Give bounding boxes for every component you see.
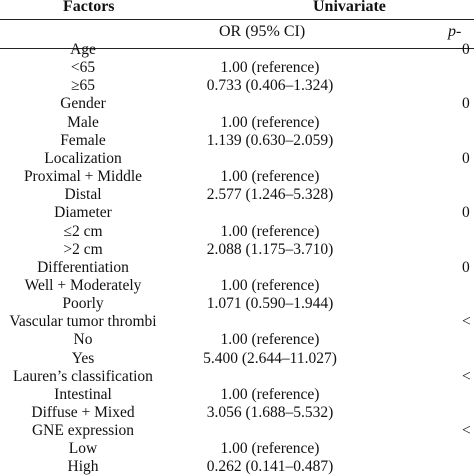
p-value-subheader: p- (448, 23, 462, 40)
table-row: >2 cm 2.088 (1.175–3.710) (0, 241, 474, 259)
p-value-cell: 0 (462, 258, 470, 276)
table-row: Yes 5.400 (2.644–11.027) (0, 350, 474, 368)
p-value-cell: 0 (462, 149, 470, 167)
table-row: Lauren’s classification < (0, 368, 474, 386)
factor-cell: Distal (64, 186, 102, 204)
table-row: Diameter 0 (0, 204, 474, 222)
or-cell: 1.00 (reference) (220, 59, 320, 77)
or-cell: 5.400 (2.644–11.027) (203, 349, 337, 367)
or-cell: 2.088 (1.175–3.710) (206, 240, 334, 258)
or-cell: 1.139 (0.630–2.059) (206, 131, 334, 149)
table-row: Proximal + Middle 1.00 (reference) (0, 168, 474, 186)
or-cell: 2.577 (1.246–5.328) (206, 186, 334, 204)
factor-cell: No (73, 331, 93, 349)
p-value-cell: 0 (462, 41, 470, 58)
table-row: Intestinal 1.00 (reference) (0, 386, 474, 404)
table-row: <65 1.00 (reference) (0, 59, 474, 77)
table-row: Female 1.139 (0.630–2.059) (0, 132, 474, 150)
factor-cell: Poorly (62, 295, 104, 313)
table-row: Well + Moderately 1.00 (reference) (0, 277, 474, 295)
header-rule (0, 19, 474, 20)
table-row: Male 1.00 (reference) (0, 114, 474, 132)
univariate-column-header: Univariate (313, 0, 386, 15)
table-row: Vascular tumor thrombi < (0, 313, 474, 331)
factor-cell: ≤2 cm (63, 222, 103, 240)
factor-cell: High (67, 458, 99, 476)
or-cell: 1.00 (reference) (220, 331, 320, 349)
factor-cell: Yes (71, 349, 95, 367)
table-row: Gender 0 (0, 95, 474, 113)
subheader-rule (0, 48, 474, 49)
factor-cell: Age (70, 41, 96, 58)
or-cell: 1.00 (reference) (220, 276, 320, 294)
table-row: GNE expression < (0, 422, 474, 440)
table-row: ≤2 cm 1.00 (reference) (0, 223, 474, 241)
table-row: Low 1.00 (reference) (0, 440, 474, 458)
p-value-cell: < (462, 422, 471, 440)
factor-cell: Intestinal (54, 385, 112, 403)
or-cell: 0.733 (0.406–1.324) (206, 77, 334, 95)
or-cell: 0.262 (0.141–0.487) (206, 458, 334, 476)
p-value-cell: 0 (462, 204, 470, 222)
table-row: Localization 0 (0, 150, 474, 168)
table-row: Differentiation 0 (0, 259, 474, 277)
factor-cell: Well + Moderately (24, 276, 142, 294)
factor-cell: Lauren’s classification (13, 367, 153, 385)
or-cell: 1.00 (reference) (220, 222, 320, 240)
factor-cell: Diameter (54, 204, 112, 222)
factor-cell: Differentiation (37, 258, 129, 276)
factor-cell: Localization (44, 149, 122, 167)
or-cell: 1.00 (reference) (220, 440, 320, 458)
factor-cell: >2 cm (63, 240, 103, 258)
factor-cell: Diffuse + Mixed (31, 404, 135, 421)
p-value-cell: 0 (462, 95, 470, 113)
factor-cell: ≥65 (70, 77, 95, 95)
p-value-cell: < (462, 367, 471, 385)
p-value-cell: < (462, 313, 471, 331)
table-row: Diffuse + Mixed 3.056 (1.688–5.532) (0, 404, 474, 422)
table-row: High 0.262 (0.141–0.487) (0, 458, 474, 476)
or-cell: 1.00 (reference) (220, 168, 320, 186)
table-row: No 1.00 (reference) (0, 331, 474, 349)
table-header: Factors Univariate (0, 0, 474, 22)
factor-cell: Male (67, 113, 99, 131)
or-cell: 3.056 (1.688–5.532) (206, 404, 334, 421)
table-row: Age 0 (0, 41, 474, 59)
or-cell: 1.00 (reference) (220, 113, 320, 131)
factor-cell: Vascular tumor thrombi (9, 313, 157, 331)
factor-cell: Gender (60, 95, 106, 113)
table-row: ≥65 0.733 (0.406–1.324) (0, 77, 474, 95)
factor-cell: Low (68, 440, 98, 458)
factor-cell: Proximal + Middle (23, 168, 143, 186)
or-cell: 1.00 (reference) (220, 385, 320, 403)
factor-cell: GNE expression (31, 422, 135, 440)
or-cell: 1.071 (0.590–1.944) (206, 295, 334, 313)
factor-cell: Female (60, 131, 106, 149)
factor-cell: <65 (70, 59, 96, 77)
table-row: Distal 2.577 (1.246–5.328) (0, 186, 474, 204)
or-subheader: OR (95% CI) (219, 23, 306, 40)
table-row: Poorly 1.071 (0.590–1.944) (0, 295, 474, 313)
factors-column-header: Factors (63, 0, 115, 15)
